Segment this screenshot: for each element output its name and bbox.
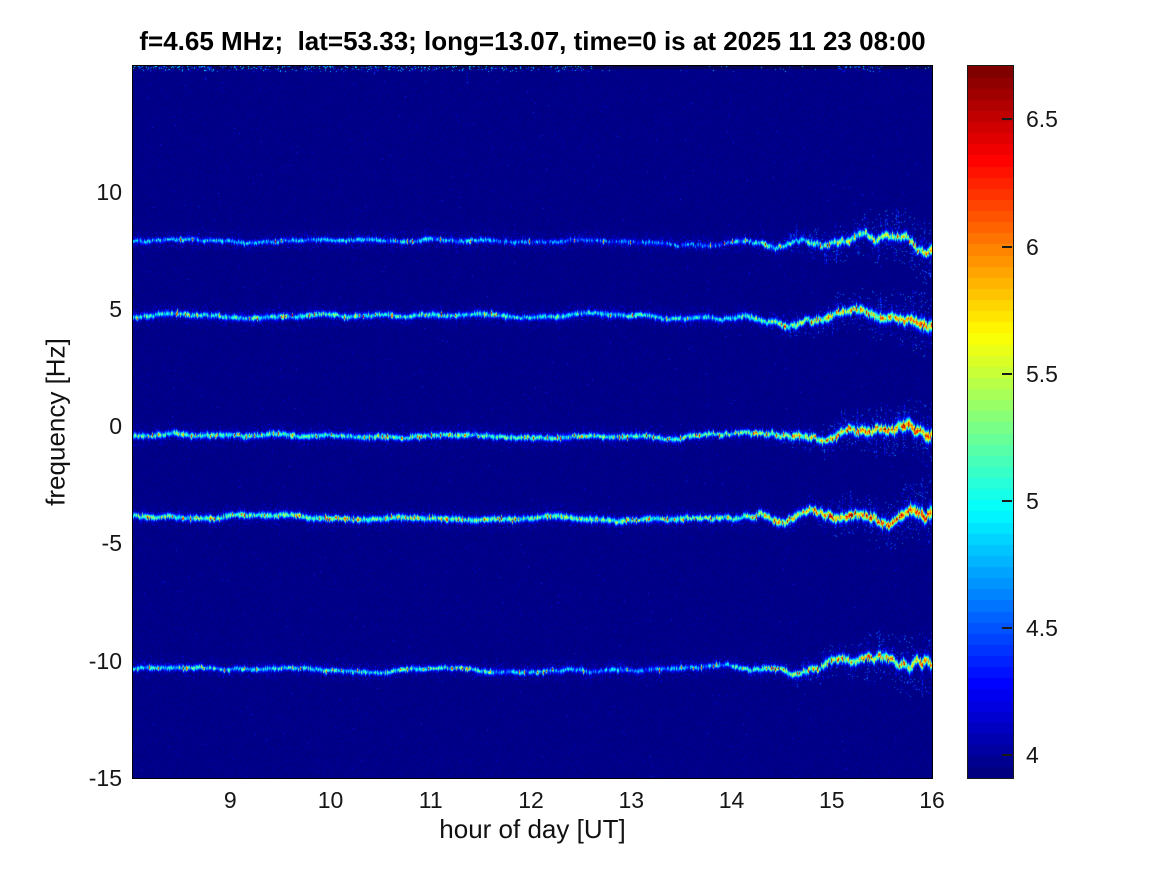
colorbar-tick-label-5: 5 xyxy=(1026,487,1039,514)
colorbar xyxy=(968,66,1013,778)
chart-title: f=4.65 MHz; lat=53.33; long=13.07, time=… xyxy=(139,26,926,56)
colorbar-tick-mark-4 xyxy=(1002,754,1012,757)
colorbar-tick-label-5.5: 5.5 xyxy=(1026,360,1058,387)
x-tick-label-16: 16 xyxy=(919,787,945,813)
y-tick-label--15: -15 xyxy=(88,765,122,791)
y-tick-label--10: -10 xyxy=(88,647,122,674)
colorbar-tick-mark-4.5 xyxy=(1002,626,1012,629)
colorbar-tick-mark-6.5 xyxy=(1002,118,1012,121)
colorbar-tick-label-4: 4 xyxy=(1026,742,1039,769)
colorbar-tick-mark-5.5 xyxy=(1002,372,1012,375)
colorbar-tick-label-6: 6 xyxy=(1026,233,1039,260)
colorbar-tick-label-4.5: 4.5 xyxy=(1026,614,1058,641)
x-tick-label-11: 11 xyxy=(418,787,443,813)
x-tick-label-12: 12 xyxy=(518,787,544,813)
x-tick-label-9: 9 xyxy=(223,787,237,813)
y-tick-label-5: 5 xyxy=(109,295,122,322)
colorbar-tick-mark-6 xyxy=(1002,245,1012,248)
x-tick-label-13: 13 xyxy=(618,787,645,813)
x-tick-label-15: 15 xyxy=(818,787,845,813)
x-tick-label-10: 10 xyxy=(317,787,344,813)
y-tick-label-0: 0 xyxy=(109,413,122,440)
y-tick-label-10: 10 xyxy=(96,178,122,205)
colorbar-tick-mark-5 xyxy=(1002,499,1012,502)
y-tick-label--5: -5 xyxy=(101,530,122,557)
x-axis-label: hour of day [UT] xyxy=(439,814,626,844)
colorbar-tick-label-6.5: 6.5 xyxy=(1026,106,1058,133)
x-tick-label-14: 14 xyxy=(718,787,745,813)
spectrogram-heatmap xyxy=(133,66,932,778)
